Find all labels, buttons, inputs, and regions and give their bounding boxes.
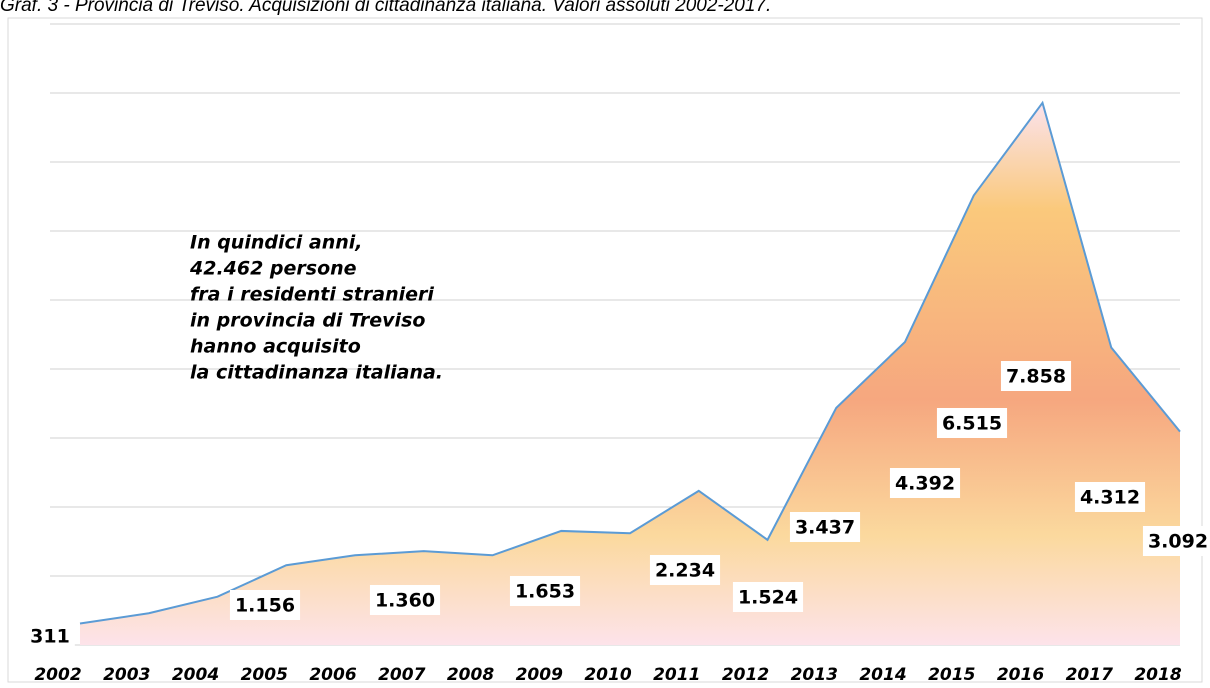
value-label-box <box>25 621 75 651</box>
x-tick-label: 2015 <box>928 665 975 685</box>
value-label-text: 1.156 <box>235 595 295 617</box>
x-tick-label: 2006 <box>309 665 356 685</box>
value-label-box <box>1074 482 1146 512</box>
x-tick-label: 2014 <box>859 665 906 685</box>
value-label-text: 3.437 <box>795 517 855 539</box>
x-tick-label: 2005 <box>241 665 288 685</box>
x-tick-label: 2009 <box>516 665 563 685</box>
value-label-box <box>509 576 581 606</box>
value-label-text: 311 <box>30 626 70 648</box>
value-label-text: 1.653 <box>515 581 575 603</box>
value-label-text: 7.858 <box>1006 366 1066 388</box>
value-label-box <box>789 512 861 542</box>
value-label: 1.156 <box>229 590 301 620</box>
area-fill <box>80 102 1180 646</box>
annotation: 42.462 persone <box>189 258 357 280</box>
x-tick-label: 2003 <box>103 665 150 685</box>
x-tick-label: 2004 <box>172 665 219 685</box>
annotation: la cittadinanza italiana. <box>190 362 443 384</box>
value-label-text: 2.234 <box>655 560 715 582</box>
value-label: 4.312 <box>1074 482 1146 512</box>
value-label: 4.392 <box>889 468 961 498</box>
chart-title: Graf. 3 - Provincia di Treviso. Acquisiz… <box>0 0 771 16</box>
x-tick-label: 2016 <box>997 665 1044 685</box>
chart-frame <box>7 17 1203 683</box>
value-label-box <box>1000 361 1072 391</box>
value-label-text: 1.524 <box>738 587 798 609</box>
value-label: 3.437 <box>789 512 861 542</box>
value-label: 311 <box>25 621 75 651</box>
x-tick-label: 2012 <box>722 665 769 685</box>
x-tick-label: 2010 <box>584 665 631 685</box>
annotation: fra i residenti stranieri <box>190 284 434 306</box>
x-tick-label: 2002 <box>34 665 81 685</box>
area-line <box>79 100 1181 625</box>
value-label: 2.234 <box>649 555 721 585</box>
x-tick-label: 2017 <box>1066 665 1113 685</box>
value-label: 1.524 <box>732 582 804 612</box>
x-tick-label: 2007 <box>378 665 425 685</box>
annotation: in provincia di Treviso <box>190 310 425 332</box>
value-label-text: 3.092 <box>1148 531 1208 553</box>
value-label-box <box>936 408 1008 438</box>
annotation: In quindici anni, <box>190 232 362 254</box>
value-label: 1.653 <box>509 576 581 606</box>
value-label-box <box>649 555 721 585</box>
value-label-text: 6.515 <box>942 413 1002 435</box>
value-label-text: 4.312 <box>1080 487 1140 509</box>
value-label: 7.858 <box>1000 361 1072 391</box>
value-label-box <box>889 468 961 498</box>
value-label-box <box>1142 526 1210 556</box>
x-tick-label: 2013 <box>791 665 838 685</box>
x-tick-label: 2018 <box>1134 665 1181 685</box>
value-label-box <box>732 582 804 612</box>
x-tick-label: 2008 <box>447 665 494 685</box>
value-label-box <box>229 590 301 620</box>
value-label-text: 1.360 <box>375 590 435 612</box>
value-label-text: 4.392 <box>895 473 955 495</box>
value-label: 1.360 <box>369 585 441 615</box>
annotation: hanno acquisito <box>190 336 361 358</box>
value-label: 6.515 <box>936 408 1008 438</box>
value-label: 3.092 <box>1142 526 1210 556</box>
value-label-box <box>369 585 441 615</box>
x-tick-label: 2011 <box>653 665 700 685</box>
